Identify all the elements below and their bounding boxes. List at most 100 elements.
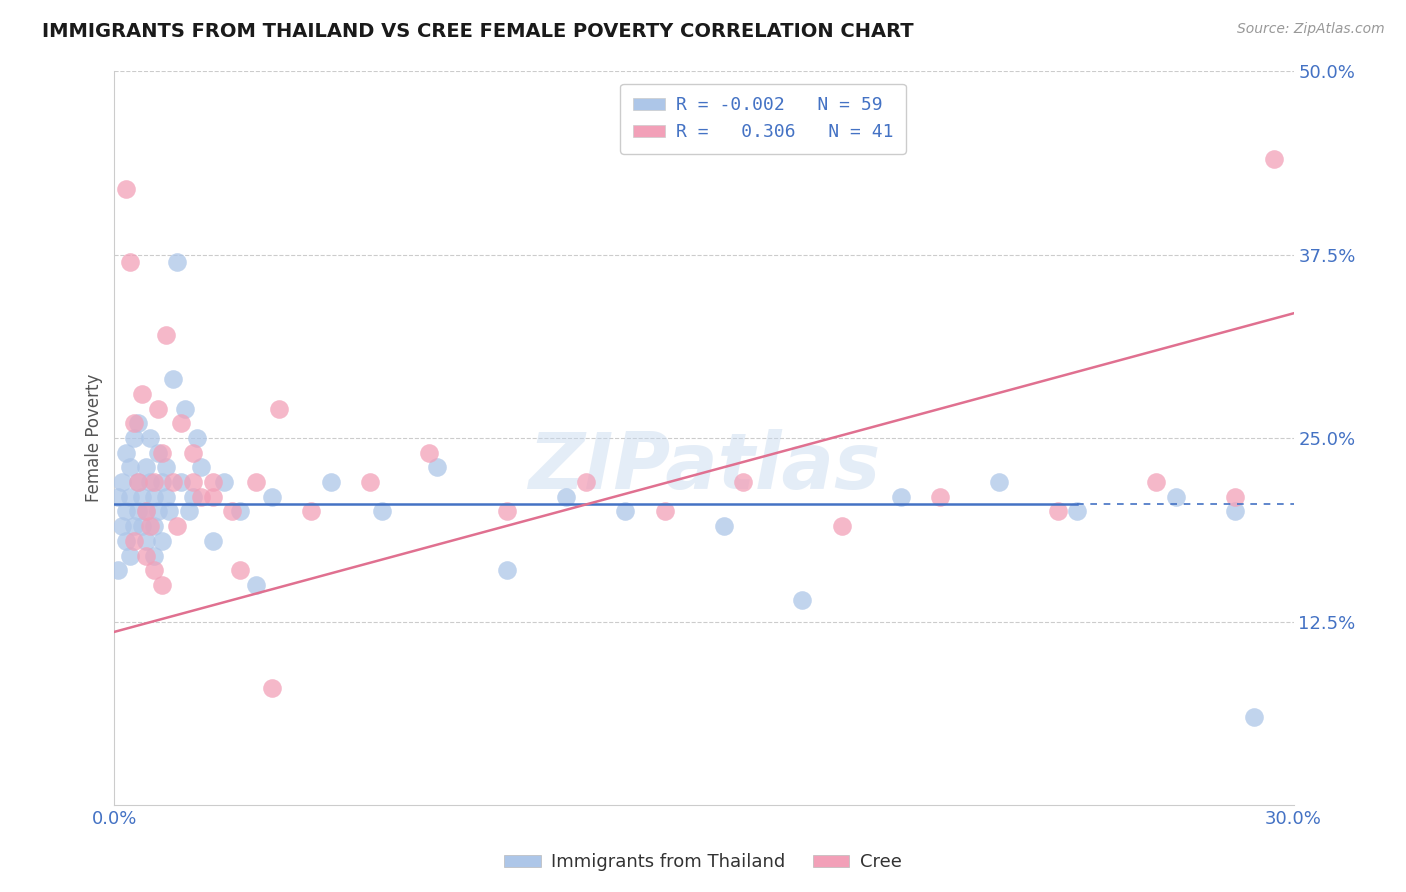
Point: [111, 475, 134, 489]
Text: IMMIGRANTS FROM THAILAND VS CREE FEMALE POVERTY CORRELATION CHART: IMMIGRANTS FROM THAILAND VS CREE FEMALE …: [42, 22, 914, 41]
Point: [142, 549, 165, 563]
Legend: R = -0.002   N = 59, R =   0.306   N = 41: R = -0.002 N = 59, R = 0.306 N = 41: [620, 84, 905, 154]
Point: [201, 475, 224, 489]
Point: [1223, 490, 1246, 504]
Point: [229, 563, 252, 577]
Y-axis label: Female Poverty: Female Poverty: [86, 374, 103, 502]
Point: [496, 504, 519, 518]
Point: [146, 504, 169, 518]
Point: [181, 475, 204, 489]
Point: [201, 490, 224, 504]
Point: [115, 533, 138, 548]
Point: [170, 417, 193, 431]
Point: [190, 490, 212, 504]
Point: [135, 460, 157, 475]
Point: [120, 255, 142, 269]
Point: [139, 431, 162, 445]
Point: [142, 563, 165, 577]
Text: ZIPatlas: ZIPatlas: [527, 429, 880, 506]
Text: Source: ZipAtlas.com: Source: ZipAtlas.com: [1237, 22, 1385, 37]
Point: [733, 475, 755, 489]
Point: [127, 475, 149, 489]
Point: [190, 460, 212, 475]
Point: [139, 519, 162, 533]
Point: [555, 490, 578, 504]
Point: [135, 504, 157, 518]
Point: [150, 446, 173, 460]
Point: [260, 681, 283, 695]
Point: [142, 519, 165, 533]
Point: [260, 490, 283, 504]
Point: [155, 460, 177, 475]
Point: [831, 519, 853, 533]
Point: [299, 504, 322, 518]
Point: [928, 490, 950, 504]
Point: [135, 533, 157, 548]
Point: [987, 475, 1010, 489]
Point: [107, 563, 129, 577]
Point: [120, 490, 142, 504]
Point: [159, 504, 181, 518]
Point: [229, 504, 252, 518]
Point: [1263, 152, 1285, 166]
Point: [122, 431, 145, 445]
Point: [245, 475, 267, 489]
Point: [426, 460, 449, 475]
Point: [131, 519, 153, 533]
Point: [120, 460, 142, 475]
Point: [142, 490, 165, 504]
Point: [221, 504, 243, 518]
Point: [115, 504, 138, 518]
Point: [186, 431, 208, 445]
Point: [174, 401, 197, 416]
Legend: Immigrants from Thailand, Cree: Immigrants from Thailand, Cree: [498, 847, 908, 879]
Point: [120, 549, 142, 563]
Point: [127, 417, 149, 431]
Point: [155, 490, 177, 504]
Point: [162, 475, 184, 489]
Point: [269, 401, 291, 416]
Point: [107, 490, 129, 504]
Point: [1046, 504, 1069, 518]
Point: [1243, 710, 1265, 724]
Point: [181, 446, 204, 460]
Point: [115, 446, 138, 460]
Point: [1223, 504, 1246, 518]
Point: [245, 578, 267, 592]
Point: [131, 490, 153, 504]
Point: [792, 592, 814, 607]
Point: [614, 504, 637, 518]
Point: [150, 533, 173, 548]
Point: [575, 475, 598, 489]
Point: [139, 475, 162, 489]
Point: [890, 490, 912, 504]
Point: [115, 181, 138, 195]
Point: [142, 475, 165, 489]
Point: [135, 504, 157, 518]
Point: [181, 490, 204, 504]
Point: [146, 446, 169, 460]
Point: [713, 519, 735, 533]
Point: [201, 533, 224, 548]
Point: [127, 475, 149, 489]
Point: [166, 519, 188, 533]
Point: [127, 504, 149, 518]
Point: [177, 504, 200, 518]
Point: [122, 533, 145, 548]
Point: [131, 387, 153, 401]
Point: [150, 475, 173, 489]
Point: [654, 504, 676, 518]
Point: [1164, 490, 1187, 504]
Point: [166, 255, 188, 269]
Point: [370, 504, 392, 518]
Point: [122, 519, 145, 533]
Point: [418, 446, 440, 460]
Point: [146, 401, 169, 416]
Point: [162, 372, 184, 386]
Point: [359, 475, 381, 489]
Point: [135, 549, 157, 563]
Point: [122, 417, 145, 431]
Point: [214, 475, 236, 489]
Point: [155, 328, 177, 343]
Point: [1066, 504, 1088, 518]
